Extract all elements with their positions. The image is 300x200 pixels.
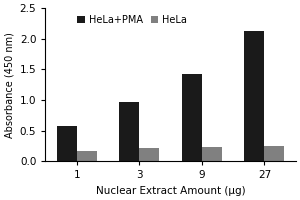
- Bar: [57, 126, 77, 161]
- Bar: [264, 146, 284, 161]
- Bar: [202, 147, 222, 161]
- Bar: [119, 102, 139, 161]
- Bar: [139, 148, 159, 161]
- X-axis label: Nuclear Extract Amount (μg): Nuclear Extract Amount (μg): [96, 186, 245, 196]
- Bar: [182, 74, 202, 161]
- Bar: [77, 151, 97, 161]
- Legend: HeLa+PMA, HeLa: HeLa+PMA, HeLa: [75, 13, 189, 27]
- Y-axis label: Absorbance (450 nm): Absorbance (450 nm): [4, 32, 14, 138]
- Bar: [244, 31, 264, 161]
